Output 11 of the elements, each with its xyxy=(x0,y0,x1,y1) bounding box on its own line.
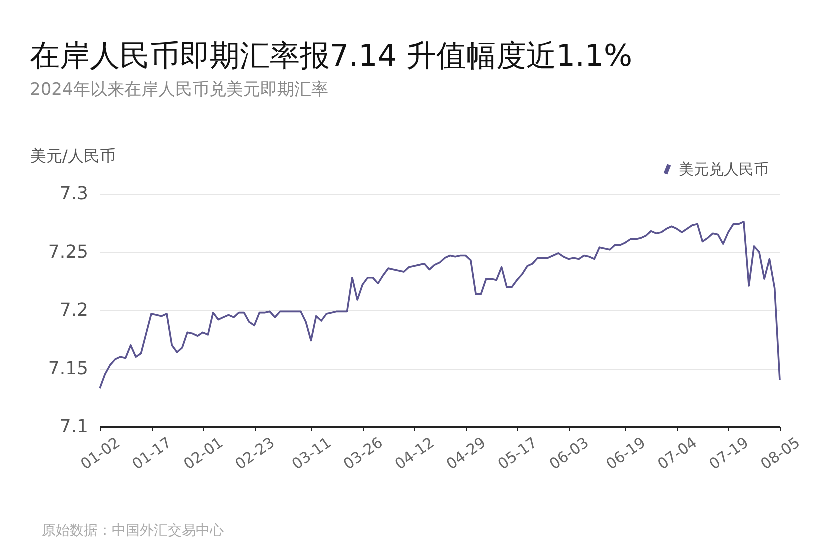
y-tick-label: 7.25 xyxy=(48,242,88,263)
line-series xyxy=(99,221,781,390)
chart-subtitle: 2024年以来在岸人民币兑美元即期汇率 xyxy=(30,80,328,100)
legend-label: 美元兑人民币 xyxy=(679,160,769,178)
y-tick-label: 7.2 xyxy=(60,300,88,321)
y-tick-label: 7.3 xyxy=(60,184,88,204)
y-tick-label: 7.1 xyxy=(60,416,88,438)
y-tick-label: 7.15 xyxy=(48,358,88,380)
text: 原始数据：中国外汇交易中心 xyxy=(42,522,224,540)
y-axis-title: 美元/人民币 xyxy=(30,146,116,166)
chart-title: 在岸人民币即期汇率报7.14 升值幅度近1.1% xyxy=(30,39,633,74)
